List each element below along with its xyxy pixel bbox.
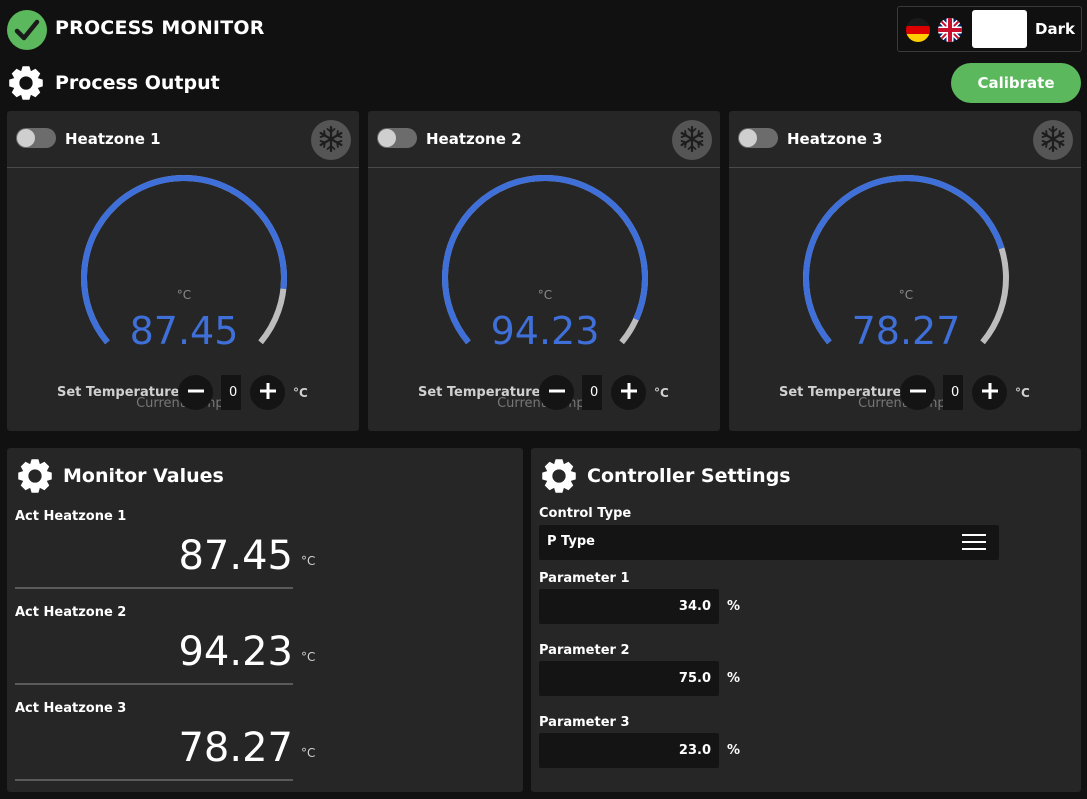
heatzone-name: Heatzone 3 xyxy=(787,130,883,148)
toggle-knob xyxy=(739,129,757,147)
set-temperature-label: Set Temperature. xyxy=(57,385,185,400)
parameter-label: Parameter 2 xyxy=(539,643,630,658)
set-temperature-unit: °C xyxy=(293,386,308,400)
gauge-unit: °C xyxy=(176,288,192,302)
theme-label: Dark xyxy=(1035,20,1075,38)
plus-icon xyxy=(981,382,999,403)
set-temperature-unit: °C xyxy=(654,386,669,400)
process-output-title: Process Output xyxy=(55,72,220,94)
german-flag-icon[interactable] xyxy=(906,18,930,42)
increase-button[interactable] xyxy=(250,375,285,410)
heatzone-card: Heatzone 2 °C 94.23 Current Temp.. Set T… xyxy=(368,111,720,431)
gauge-fill xyxy=(442,175,648,345)
monitor-unit: °C xyxy=(301,554,316,568)
calibrate-button[interactable]: Calibrate xyxy=(951,63,1081,103)
controller-settings-panel: Controller Settings Control Type P Type … xyxy=(531,448,1081,792)
heatzone-card: Heatzone 3 °C 78.27 Current Temp.. Set T… xyxy=(729,111,1081,431)
monitor-values-panel: Monitor Values Act Heatzone 1 87.45 °C A… xyxy=(7,448,523,792)
current-temperature-value: 94.23 xyxy=(490,309,600,353)
plus-icon xyxy=(620,382,638,403)
temperature-gauge: °C 94.23 Current Temp.. xyxy=(440,173,650,411)
divider xyxy=(15,779,293,781)
set-temperature-input[interactable] xyxy=(221,375,241,410)
current-temperature-value: 87.45 xyxy=(129,309,239,353)
gauge-fill xyxy=(803,175,1005,345)
status-check-icon xyxy=(7,10,47,50)
temperature-gauge: °C 78.27 Current Temp.. xyxy=(801,173,1011,411)
cooling-button[interactable] xyxy=(1033,120,1073,160)
minus-icon xyxy=(187,382,205,403)
uk-flag-icon[interactable] xyxy=(938,18,962,42)
parameter-input[interactable] xyxy=(539,661,719,696)
monitor-unit: °C xyxy=(301,650,316,664)
set-temperature-unit: °C xyxy=(1015,386,1030,400)
monitor-label: Act Heatzone 1 xyxy=(15,509,127,524)
gear-icon xyxy=(540,457,578,495)
control-type-value: P Type xyxy=(547,534,595,549)
monitor-value: 87.45 xyxy=(178,533,293,579)
heatzone-enable-toggle[interactable] xyxy=(377,128,417,148)
parameter-label: Parameter 3 xyxy=(539,715,630,730)
increase-button[interactable] xyxy=(972,375,1007,410)
control-type-select[interactable]: P Type xyxy=(539,525,999,560)
minus-icon xyxy=(548,382,566,403)
parameter-unit: % xyxy=(727,599,741,614)
cooling-button[interactable] xyxy=(672,120,712,160)
decrease-button[interactable] xyxy=(178,375,213,410)
heatzone-name: Heatzone 2 xyxy=(426,130,522,148)
controller-settings-title: Controller Settings xyxy=(587,465,791,487)
gear-icon xyxy=(7,64,45,102)
heatzone-name: Heatzone 1 xyxy=(65,130,161,148)
gauge-fill xyxy=(81,175,287,345)
gauge-unit: °C xyxy=(898,288,914,302)
plus-icon xyxy=(259,382,277,403)
control-type-label: Control Type xyxy=(539,506,632,521)
toggle-knob xyxy=(378,129,396,147)
menu-icon xyxy=(962,533,986,551)
heatzone-card: Heatzone 1 °C 87.45 Current Temp.. Set T… xyxy=(7,111,359,431)
monitor-label: Act Heatzone 3 xyxy=(15,701,127,716)
set-temperature-input[interactable] xyxy=(582,375,602,410)
divider xyxy=(15,683,293,685)
monitor-values-title: Monitor Values xyxy=(63,465,224,487)
parameter-input[interactable] xyxy=(539,733,719,768)
set-temperature-input[interactable] xyxy=(943,375,963,410)
parameter-unit: % xyxy=(727,743,741,758)
gauge-unit: °C xyxy=(537,288,553,302)
minus-icon xyxy=(909,382,927,403)
parameter-label: Parameter 1 xyxy=(539,571,630,586)
decrease-button[interactable] xyxy=(900,375,935,410)
divider xyxy=(15,587,293,589)
monitor-label: Act Heatzone 2 xyxy=(15,605,127,620)
toggle-knob xyxy=(17,129,35,147)
heatzone-enable-toggle[interactable] xyxy=(16,128,56,148)
increase-button[interactable] xyxy=(611,375,646,410)
app-title: PROCESS MONITOR xyxy=(55,17,265,39)
heatzone-header: Heatzone 2 xyxy=(368,111,720,168)
heatzone-header: Heatzone 3 xyxy=(729,111,1081,168)
snowflake-icon xyxy=(1039,125,1067,156)
monitor-value: 78.27 xyxy=(178,725,293,771)
heatzone-enable-toggle[interactable] xyxy=(738,128,778,148)
decrease-button[interactable] xyxy=(539,375,574,410)
monitor-value: 94.23 xyxy=(178,629,293,675)
set-temperature-label: Set Temperature. xyxy=(779,385,907,400)
cooling-button[interactable] xyxy=(311,120,351,160)
temperature-gauge: °C 87.45 Current Temp.. xyxy=(79,173,289,411)
gear-icon xyxy=(16,457,54,495)
theme-toggle[interactable] xyxy=(972,10,1027,48)
parameter-input[interactable] xyxy=(539,589,719,624)
heatzone-header: Heatzone 1 xyxy=(7,111,359,168)
set-temperature-label: Set Temperature. xyxy=(418,385,546,400)
parameter-unit: % xyxy=(727,671,741,686)
snowflake-icon xyxy=(317,125,345,156)
monitor-unit: °C xyxy=(301,746,316,760)
snowflake-icon xyxy=(678,125,706,156)
current-temperature-value: 78.27 xyxy=(851,309,961,353)
